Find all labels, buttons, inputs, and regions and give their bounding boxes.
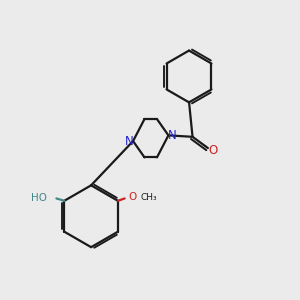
Text: N: N — [168, 129, 177, 142]
Text: O: O — [129, 192, 137, 202]
Text: CH₃: CH₃ — [141, 193, 157, 202]
Text: O: O — [208, 144, 218, 157]
Text: HO: HO — [31, 194, 47, 203]
Text: N: N — [124, 135, 133, 148]
